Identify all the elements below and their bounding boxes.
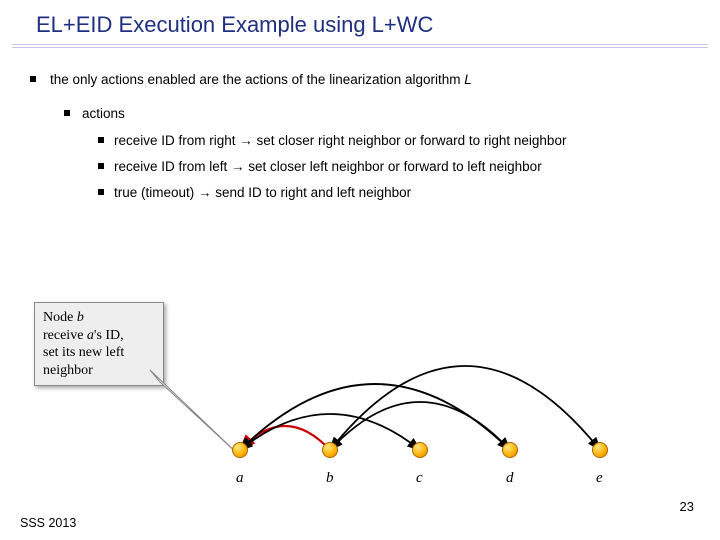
callout-line-1: Node b bbox=[43, 309, 155, 327]
bullet-icon bbox=[30, 76, 36, 82]
page-number: 23 bbox=[680, 499, 694, 514]
page-title: EL+EID Execution Example using L+WC bbox=[0, 0, 720, 44]
title-divider bbox=[12, 44, 708, 48]
graph-node-label: a bbox=[236, 470, 244, 487]
callout-pointer bbox=[150, 370, 240, 456]
bullet-action-1: receive ID from right → set closer right… bbox=[98, 131, 690, 151]
bullet-actions-heading: actions bbox=[64, 104, 690, 124]
bullet-action-3-text: true (timeout) → send ID to right and le… bbox=[114, 183, 411, 203]
graph-node-d bbox=[502, 442, 518, 458]
bullet-action-1-text: receive ID from right → set closer right… bbox=[114, 131, 566, 151]
graph-node-label: c bbox=[416, 470, 423, 487]
bullet-action-2: receive ID from left → set closer left n… bbox=[98, 157, 690, 177]
graph-node-label: b bbox=[326, 470, 334, 487]
bullet-main: the only actions enabled are the actions… bbox=[30, 70, 690, 90]
graph-edge bbox=[330, 366, 600, 450]
bullet-main-suffix: L bbox=[464, 72, 472, 87]
bullet-icon bbox=[98, 163, 104, 169]
graph-node-e bbox=[592, 442, 608, 458]
graph-node-label: e bbox=[596, 470, 603, 487]
bullet-icon bbox=[98, 189, 104, 195]
graph-diagram bbox=[0, 330, 720, 500]
bullet-heading-text: actions bbox=[82, 104, 125, 124]
graph-node-a bbox=[232, 442, 248, 458]
bullet-icon bbox=[98, 137, 104, 143]
graph-node-label: d bbox=[506, 470, 514, 487]
bullet-action-2-text: receive ID from left → set closer left n… bbox=[114, 157, 542, 177]
bullet-action-3: true (timeout) → send ID to right and le… bbox=[98, 183, 690, 203]
footer-label: SSS 2013 bbox=[20, 516, 76, 530]
graph-node-b bbox=[322, 442, 338, 458]
bullet-main-text: the only actions enabled are the actions… bbox=[50, 72, 461, 87]
graph-edge bbox=[240, 384, 510, 450]
content-area: the only actions enabled are the actions… bbox=[0, 48, 720, 203]
graph-node-c bbox=[412, 442, 428, 458]
bullet-icon bbox=[64, 110, 70, 116]
